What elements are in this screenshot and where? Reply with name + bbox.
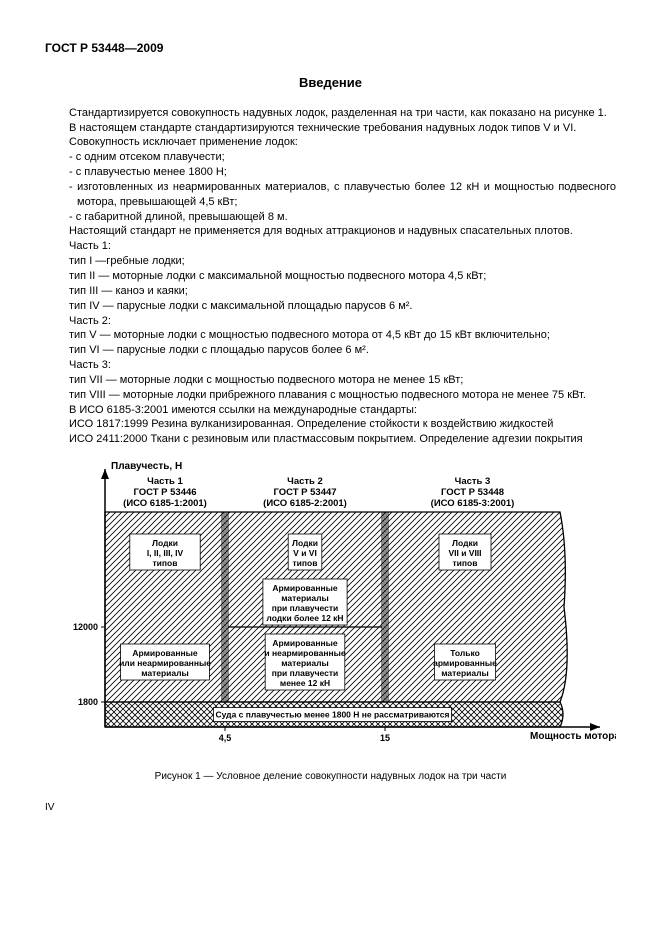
svg-text:материалы: материалы — [441, 668, 489, 678]
para: В ИСО 6185-3:2001 имеются ссылки на межд… — [45, 403, 616, 418]
bullet: - с одним отсеком плавучести; — [45, 150, 616, 165]
doc-number: ГОСТ Р 53448—2009 — [45, 40, 616, 56]
svg-text:типов: типов — [293, 558, 318, 568]
svg-text:материалы: материалы — [281, 658, 329, 668]
svg-text:или неармированные: или неармированные — [119, 658, 211, 668]
type-line: тип VII — моторные лодки с мощностью под… — [45, 373, 616, 388]
svg-text:ГОСТ Р 53447: ГОСТ Р 53447 — [273, 487, 336, 498]
svg-text:ГОСТ Р 53448: ГОСТ Р 53448 — [441, 487, 504, 498]
svg-text:при плавучести: при плавучести — [272, 603, 339, 613]
svg-text:Лодки: Лодки — [152, 538, 178, 548]
svg-text:(ИСО 6185-1:2001): (ИСО 6185-1:2001) — [123, 498, 207, 509]
bullet: - с габаритной длиной, превышающей 8 м. — [45, 210, 616, 225]
svg-text:Армированные: Армированные — [272, 638, 337, 648]
svg-text:Лодки: Лодки — [452, 538, 478, 548]
bullet: - с плавучестью менее 1800 Н; — [45, 165, 616, 180]
svg-text:4,5: 4,5 — [219, 733, 232, 743]
para: Часть 1: — [45, 239, 616, 254]
svg-text:менее 12 кН: менее 12 кН — [280, 678, 330, 688]
svg-text:(ИСО 6185-2:2001): (ИСО 6185-2:2001) — [263, 498, 347, 509]
svg-text:Часть 2: Часть 2 — [287, 476, 323, 487]
type-line: тип III — каноэ и каяки; — [45, 284, 616, 299]
type-line: тип IV — парусные лодки с максимальной п… — [45, 299, 616, 314]
type-line: тип I —гребные лодки; — [45, 254, 616, 269]
type-line: тип II — моторные лодки с максимальной м… — [45, 269, 616, 284]
para: ИСО 2411:2000 Ткани с резиновым или плас… — [45, 432, 616, 447]
figure-caption: Рисунок 1 — Условное деление совокупност… — [45, 770, 616, 784]
para: Настоящий стандарт не применяется для во… — [45, 224, 616, 239]
svg-text:типов: типов — [453, 558, 478, 568]
type-line: тип V — моторные лодки с мощностью подве… — [45, 328, 616, 343]
para: Совокупность исключает применение лодок: — [45, 135, 616, 150]
svg-text:материалы: материалы — [141, 668, 189, 678]
svg-text:при плавучести: при плавучести — [272, 668, 339, 678]
type-line: тип VI — парусные лодки с площадью парус… — [45, 343, 616, 358]
svg-text:VII и VIII: VII и VIII — [448, 548, 481, 558]
svg-text:Только: Только — [450, 648, 480, 658]
page-title: Введение — [45, 74, 616, 92]
svg-text:Мощность мотора, кВт: Мощность мотора, кВт — [530, 731, 616, 742]
svg-text:(ИСО 6185-3:2001): (ИСО 6185-3:2001) — [431, 498, 515, 509]
para: В настоящем стандарте стандартизируются … — [45, 121, 616, 136]
svg-text:лодки более 12 кН: лодки более 12 кН — [266, 613, 343, 623]
bullet: - изготовленных из неармированных матери… — [45, 180, 616, 210]
figure-1: Плавучесть, Н Мощность мотора, кВт 1800 120… — [45, 457, 616, 783]
para: Стандартизируется совокупность надувных … — [45, 106, 616, 121]
svg-text:I, II, III, IV: I, II, III, IV — [147, 548, 184, 558]
svg-text:Лодки: Лодки — [292, 538, 318, 548]
svg-text:и неармированные: и неармированные — [264, 648, 346, 658]
svg-text:Часть 3: Часть 3 — [455, 476, 491, 487]
svg-text:15: 15 — [380, 733, 390, 743]
svg-text:Армированные: Армированные — [272, 583, 337, 593]
para: ИСО 1817:1999 Резина вулканизированная. … — [45, 417, 616, 432]
svg-text:армированные: армированные — [433, 658, 497, 668]
type-line: тип VIII — моторные лодки прибрежного пл… — [45, 388, 616, 403]
svg-text:Суда с плавучестью менее 1800: Суда с плавучестью менее 1800 Н не рассм… — [216, 710, 450, 720]
svg-text:Плавучесть, Н: Плавучесть, Н — [111, 461, 182, 472]
svg-text:материалы: материалы — [281, 593, 329, 603]
svg-text:ГОСТ Р 53446: ГОСТ Р 53446 — [133, 487, 196, 498]
svg-text:12000: 12000 — [73, 622, 98, 632]
svg-text:типов: типов — [153, 558, 178, 568]
svg-text:Армированные: Армированные — [132, 648, 197, 658]
svg-text:V и VI: V и VI — [293, 548, 317, 558]
page-number: IV — [45, 801, 616, 815]
svg-text:Часть 1: Часть 1 — [147, 476, 183, 487]
para: Часть 3: — [45, 358, 616, 373]
para: Часть 2: — [45, 314, 616, 329]
svg-text:1800: 1800 — [78, 697, 98, 707]
chart-svg: Плавучесть, Н Мощность мотора, кВт 1800 120… — [45, 457, 616, 757]
